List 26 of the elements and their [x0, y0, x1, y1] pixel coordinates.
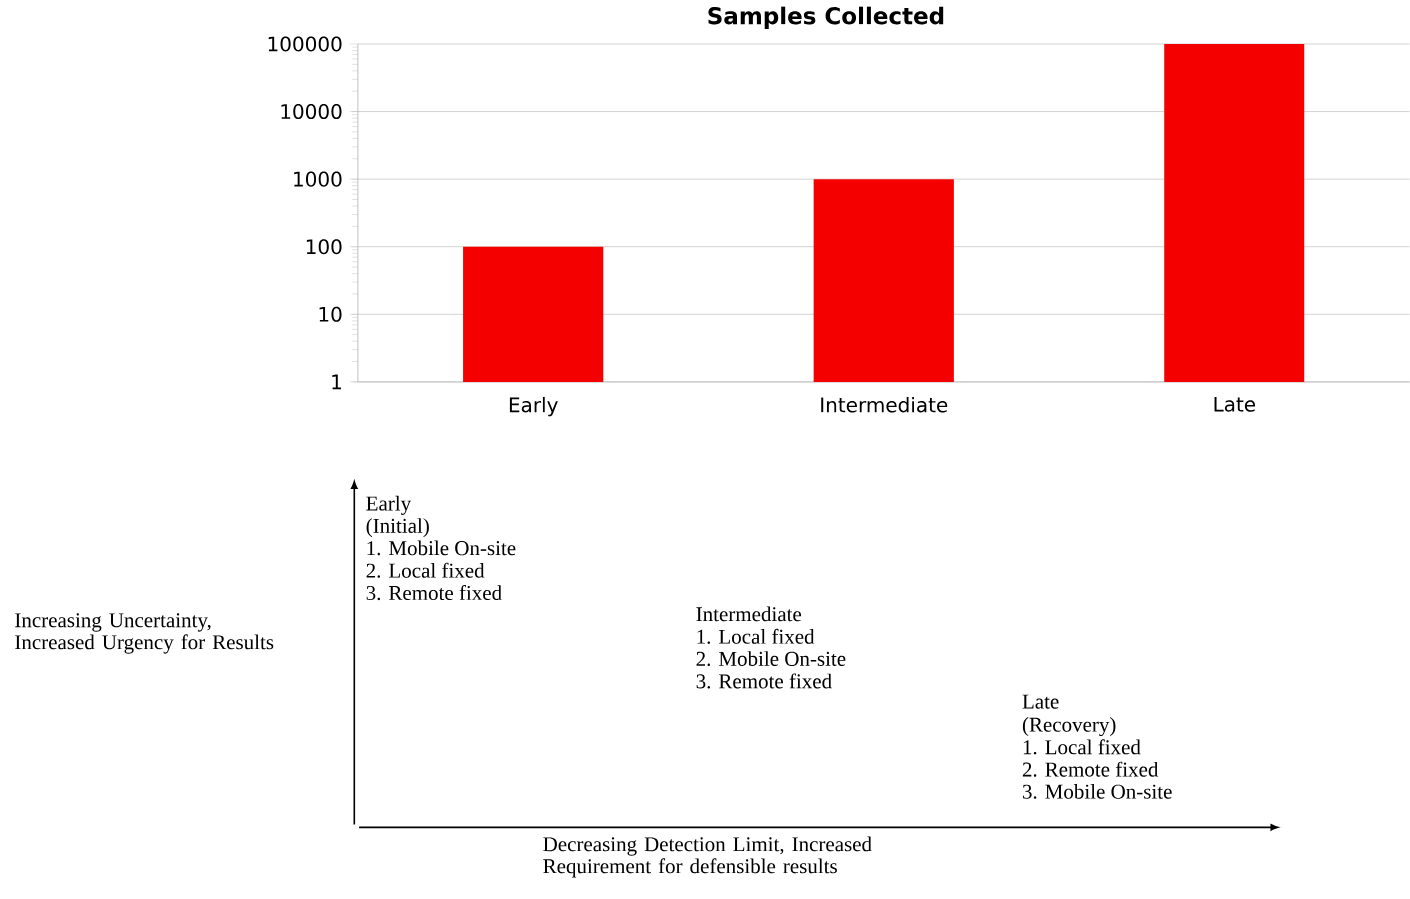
x-tick-label: Early: [509, 397, 558, 417]
text: (Recovery): [1022, 717, 1116, 737]
text: Late: [1022, 694, 1059, 709]
y-tick-label: 100: [306, 239, 342, 255]
text: 2. Mobile On-site: [696, 651, 846, 667]
y-tick-label: 1: [332, 374, 341, 390]
text: 3. Remote fixed: [696, 673, 832, 689]
text: Increasing Uncertainty, Increased Urgency for Results: [15, 613, 274, 654]
chart-title: Samples Collected: [708, 6, 944, 30]
x-tick-label: Intermediate: [821, 397, 948, 413]
text: 2. Local fixed: [366, 562, 485, 578]
text: 3. Remote fixed: [366, 585, 502, 601]
y-tick-label: 10000: [281, 104, 342, 120]
text: 1. Local fixed: [697, 628, 815, 645]
text: 2. Remote fixed: [1022, 761, 1159, 777]
text: Early: [366, 495, 412, 516]
y-tick-label: 100000: [268, 36, 342, 52]
text: (Initial): [366, 518, 429, 538]
text: 3. Mobile On-site: [1022, 784, 1172, 799]
y-tick-label: 10: [319, 306, 342, 322]
text: Decreasing Detection Limit, Increased Requirement for defensible results: [543, 836, 872, 878]
text: Intermediate: [696, 606, 802, 622]
text: 1. Local fixed: [1023, 739, 1141, 755]
x-tick-label: Late: [1214, 397, 1256, 412]
y-tick-label: 1000: [294, 171, 342, 187]
text: 1. Mobile On-site: [367, 540, 516, 556]
